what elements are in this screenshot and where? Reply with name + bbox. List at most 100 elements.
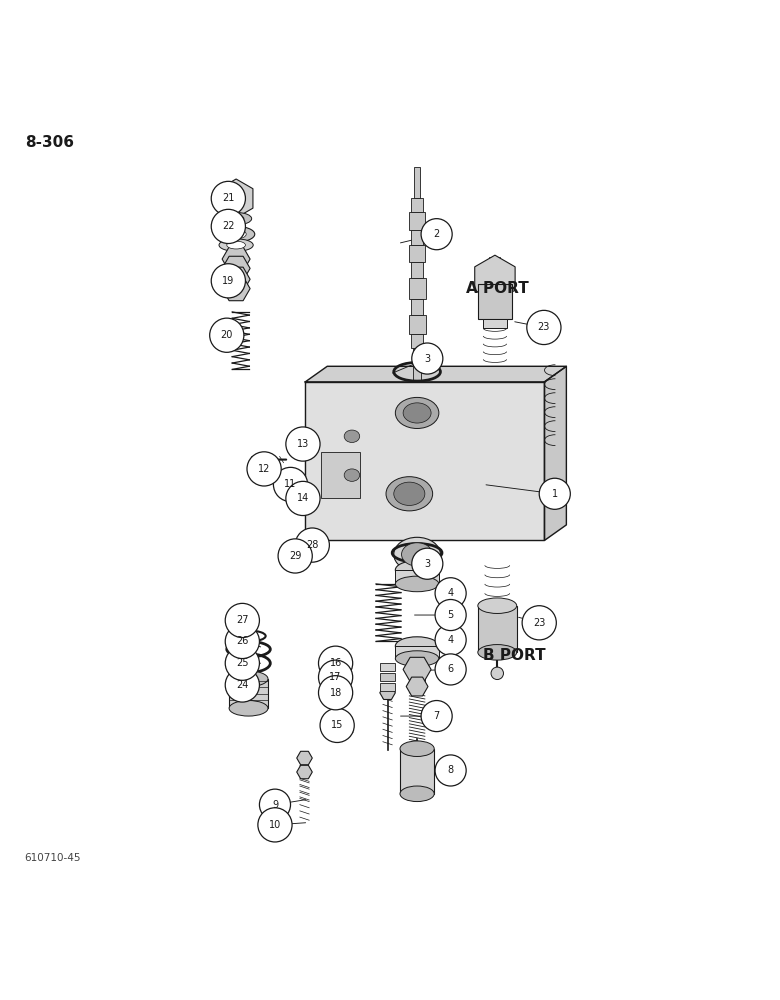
Circle shape xyxy=(225,646,260,680)
Circle shape xyxy=(421,219,452,250)
Bar xyxy=(411,334,423,348)
Ellipse shape xyxy=(395,561,439,579)
Bar xyxy=(380,663,395,671)
Ellipse shape xyxy=(229,215,244,223)
Text: 610710-45: 610710-45 xyxy=(25,853,81,863)
Circle shape xyxy=(320,708,354,742)
Ellipse shape xyxy=(221,212,252,225)
Ellipse shape xyxy=(478,598,516,613)
Ellipse shape xyxy=(344,430,360,442)
Circle shape xyxy=(526,310,561,345)
Circle shape xyxy=(522,606,556,640)
Bar xyxy=(321,452,360,498)
Circle shape xyxy=(211,264,246,298)
Text: 17: 17 xyxy=(329,672,342,682)
Polygon shape xyxy=(222,276,250,301)
Polygon shape xyxy=(296,751,312,765)
Circle shape xyxy=(435,755,466,786)
Text: B PORT: B PORT xyxy=(483,648,546,663)
Bar xyxy=(410,245,425,262)
Ellipse shape xyxy=(394,482,425,505)
Ellipse shape xyxy=(400,741,434,756)
Text: 25: 25 xyxy=(236,658,249,668)
Circle shape xyxy=(421,701,452,732)
Ellipse shape xyxy=(310,540,321,551)
Text: 20: 20 xyxy=(221,330,233,340)
Bar xyxy=(409,315,426,334)
Ellipse shape xyxy=(400,786,434,802)
Polygon shape xyxy=(380,686,395,699)
Text: 8: 8 xyxy=(448,765,454,775)
Text: 16: 16 xyxy=(329,658,342,668)
Circle shape xyxy=(491,667,503,680)
Circle shape xyxy=(412,343,443,374)
Text: 22: 22 xyxy=(222,221,235,231)
Text: 1: 1 xyxy=(551,489,558,499)
Text: 29: 29 xyxy=(289,551,301,561)
Text: 8-306: 8-306 xyxy=(25,135,73,150)
Circle shape xyxy=(435,624,466,655)
Ellipse shape xyxy=(218,226,255,242)
Bar xyxy=(380,673,395,681)
Bar xyxy=(411,198,423,212)
Circle shape xyxy=(285,427,320,461)
Bar xyxy=(478,284,512,319)
Bar xyxy=(484,319,506,328)
Circle shape xyxy=(412,548,443,579)
Bar xyxy=(395,570,439,584)
Polygon shape xyxy=(305,382,544,540)
Ellipse shape xyxy=(227,241,246,249)
Bar xyxy=(410,212,425,230)
Text: 23: 23 xyxy=(537,322,550,332)
Text: 6: 6 xyxy=(448,664,454,674)
Circle shape xyxy=(318,646,353,680)
Circle shape xyxy=(211,209,246,244)
Ellipse shape xyxy=(386,477,433,511)
Text: 24: 24 xyxy=(236,680,249,690)
Text: 14: 14 xyxy=(297,493,309,503)
Text: 28: 28 xyxy=(306,540,318,550)
Ellipse shape xyxy=(403,403,431,423)
Polygon shape xyxy=(406,677,428,696)
Circle shape xyxy=(435,654,466,685)
Ellipse shape xyxy=(219,239,254,251)
Circle shape xyxy=(278,539,312,573)
Text: 26: 26 xyxy=(236,636,249,646)
Bar xyxy=(478,606,516,652)
Bar xyxy=(411,299,424,315)
Text: 10: 10 xyxy=(269,820,281,830)
Ellipse shape xyxy=(395,397,439,428)
Polygon shape xyxy=(305,366,566,382)
Ellipse shape xyxy=(394,537,441,572)
Bar xyxy=(411,230,424,245)
Circle shape xyxy=(295,528,329,562)
Bar xyxy=(229,679,268,708)
Circle shape xyxy=(247,452,281,486)
Circle shape xyxy=(225,624,260,659)
Text: 27: 27 xyxy=(236,615,249,625)
Circle shape xyxy=(435,578,466,609)
Text: 3: 3 xyxy=(424,559,431,569)
Text: 9: 9 xyxy=(272,800,278,810)
Polygon shape xyxy=(475,255,515,302)
Circle shape xyxy=(274,467,307,502)
Circle shape xyxy=(318,660,353,694)
Ellipse shape xyxy=(395,637,439,655)
Text: A PORT: A PORT xyxy=(466,281,529,296)
Polygon shape xyxy=(296,765,312,779)
Bar xyxy=(400,749,434,794)
Text: 15: 15 xyxy=(331,720,343,730)
Text: 23: 23 xyxy=(533,618,545,628)
Text: 13: 13 xyxy=(297,439,309,449)
Circle shape xyxy=(260,789,290,820)
Circle shape xyxy=(211,181,246,216)
Ellipse shape xyxy=(395,576,439,592)
Polygon shape xyxy=(222,267,250,291)
Ellipse shape xyxy=(226,230,246,239)
Circle shape xyxy=(258,808,292,842)
Circle shape xyxy=(539,478,570,509)
Ellipse shape xyxy=(478,645,516,660)
Circle shape xyxy=(225,603,260,638)
Bar xyxy=(411,262,424,278)
Bar xyxy=(413,348,421,380)
